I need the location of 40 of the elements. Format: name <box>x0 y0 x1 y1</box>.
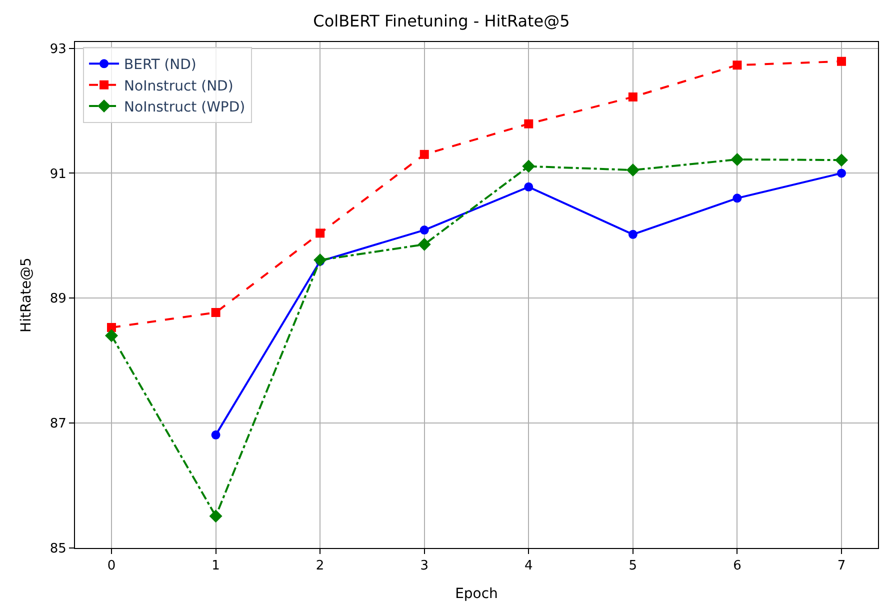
x-axis-title: Epoch <box>455 586 498 602</box>
point <box>628 92 638 102</box>
point <box>211 430 220 440</box>
x-tick-label: 6 <box>733 558 742 574</box>
point <box>730 152 744 166</box>
x-tick-label: 5 <box>628 558 638 574</box>
chart-title: ColBERT Finetuning - HitRate@5 <box>313 11 570 30</box>
point <box>211 308 220 317</box>
point <box>524 182 534 192</box>
y-tick-label: 85 <box>50 542 66 557</box>
point <box>524 119 534 128</box>
y-tick-label: 91 <box>50 166 66 182</box>
legend-label: NoInstruct (WPD) <box>124 100 246 116</box>
x-tick-label: 0 <box>107 558 116 574</box>
y-tick-label: 89 <box>50 292 66 307</box>
point <box>732 194 742 203</box>
point <box>837 56 846 66</box>
y-tick-label: 87 <box>50 416 66 432</box>
point <box>732 60 742 70</box>
point <box>835 154 848 167</box>
point <box>522 160 536 173</box>
x-tick-label: 4 <box>524 558 533 574</box>
legend-label: NoInstruct (ND) <box>124 78 234 94</box>
x-tick-label: 3 <box>420 558 428 574</box>
point <box>209 510 222 523</box>
point <box>626 164 640 177</box>
y-axis-title: HitRate@5 <box>18 258 34 332</box>
point <box>837 168 846 178</box>
point <box>107 322 116 332</box>
point <box>420 150 429 159</box>
point <box>420 226 429 235</box>
x-tick-label: 2 <box>316 558 324 574</box>
point <box>628 230 638 239</box>
y-tick-label: 93 <box>50 42 66 57</box>
legend-label: BERT (ND) <box>124 57 196 74</box>
point <box>105 329 118 342</box>
x-tick-label: 7 <box>837 558 846 574</box>
point <box>316 228 325 238</box>
x-tick-label: 1 <box>212 558 220 574</box>
point <box>418 238 431 251</box>
